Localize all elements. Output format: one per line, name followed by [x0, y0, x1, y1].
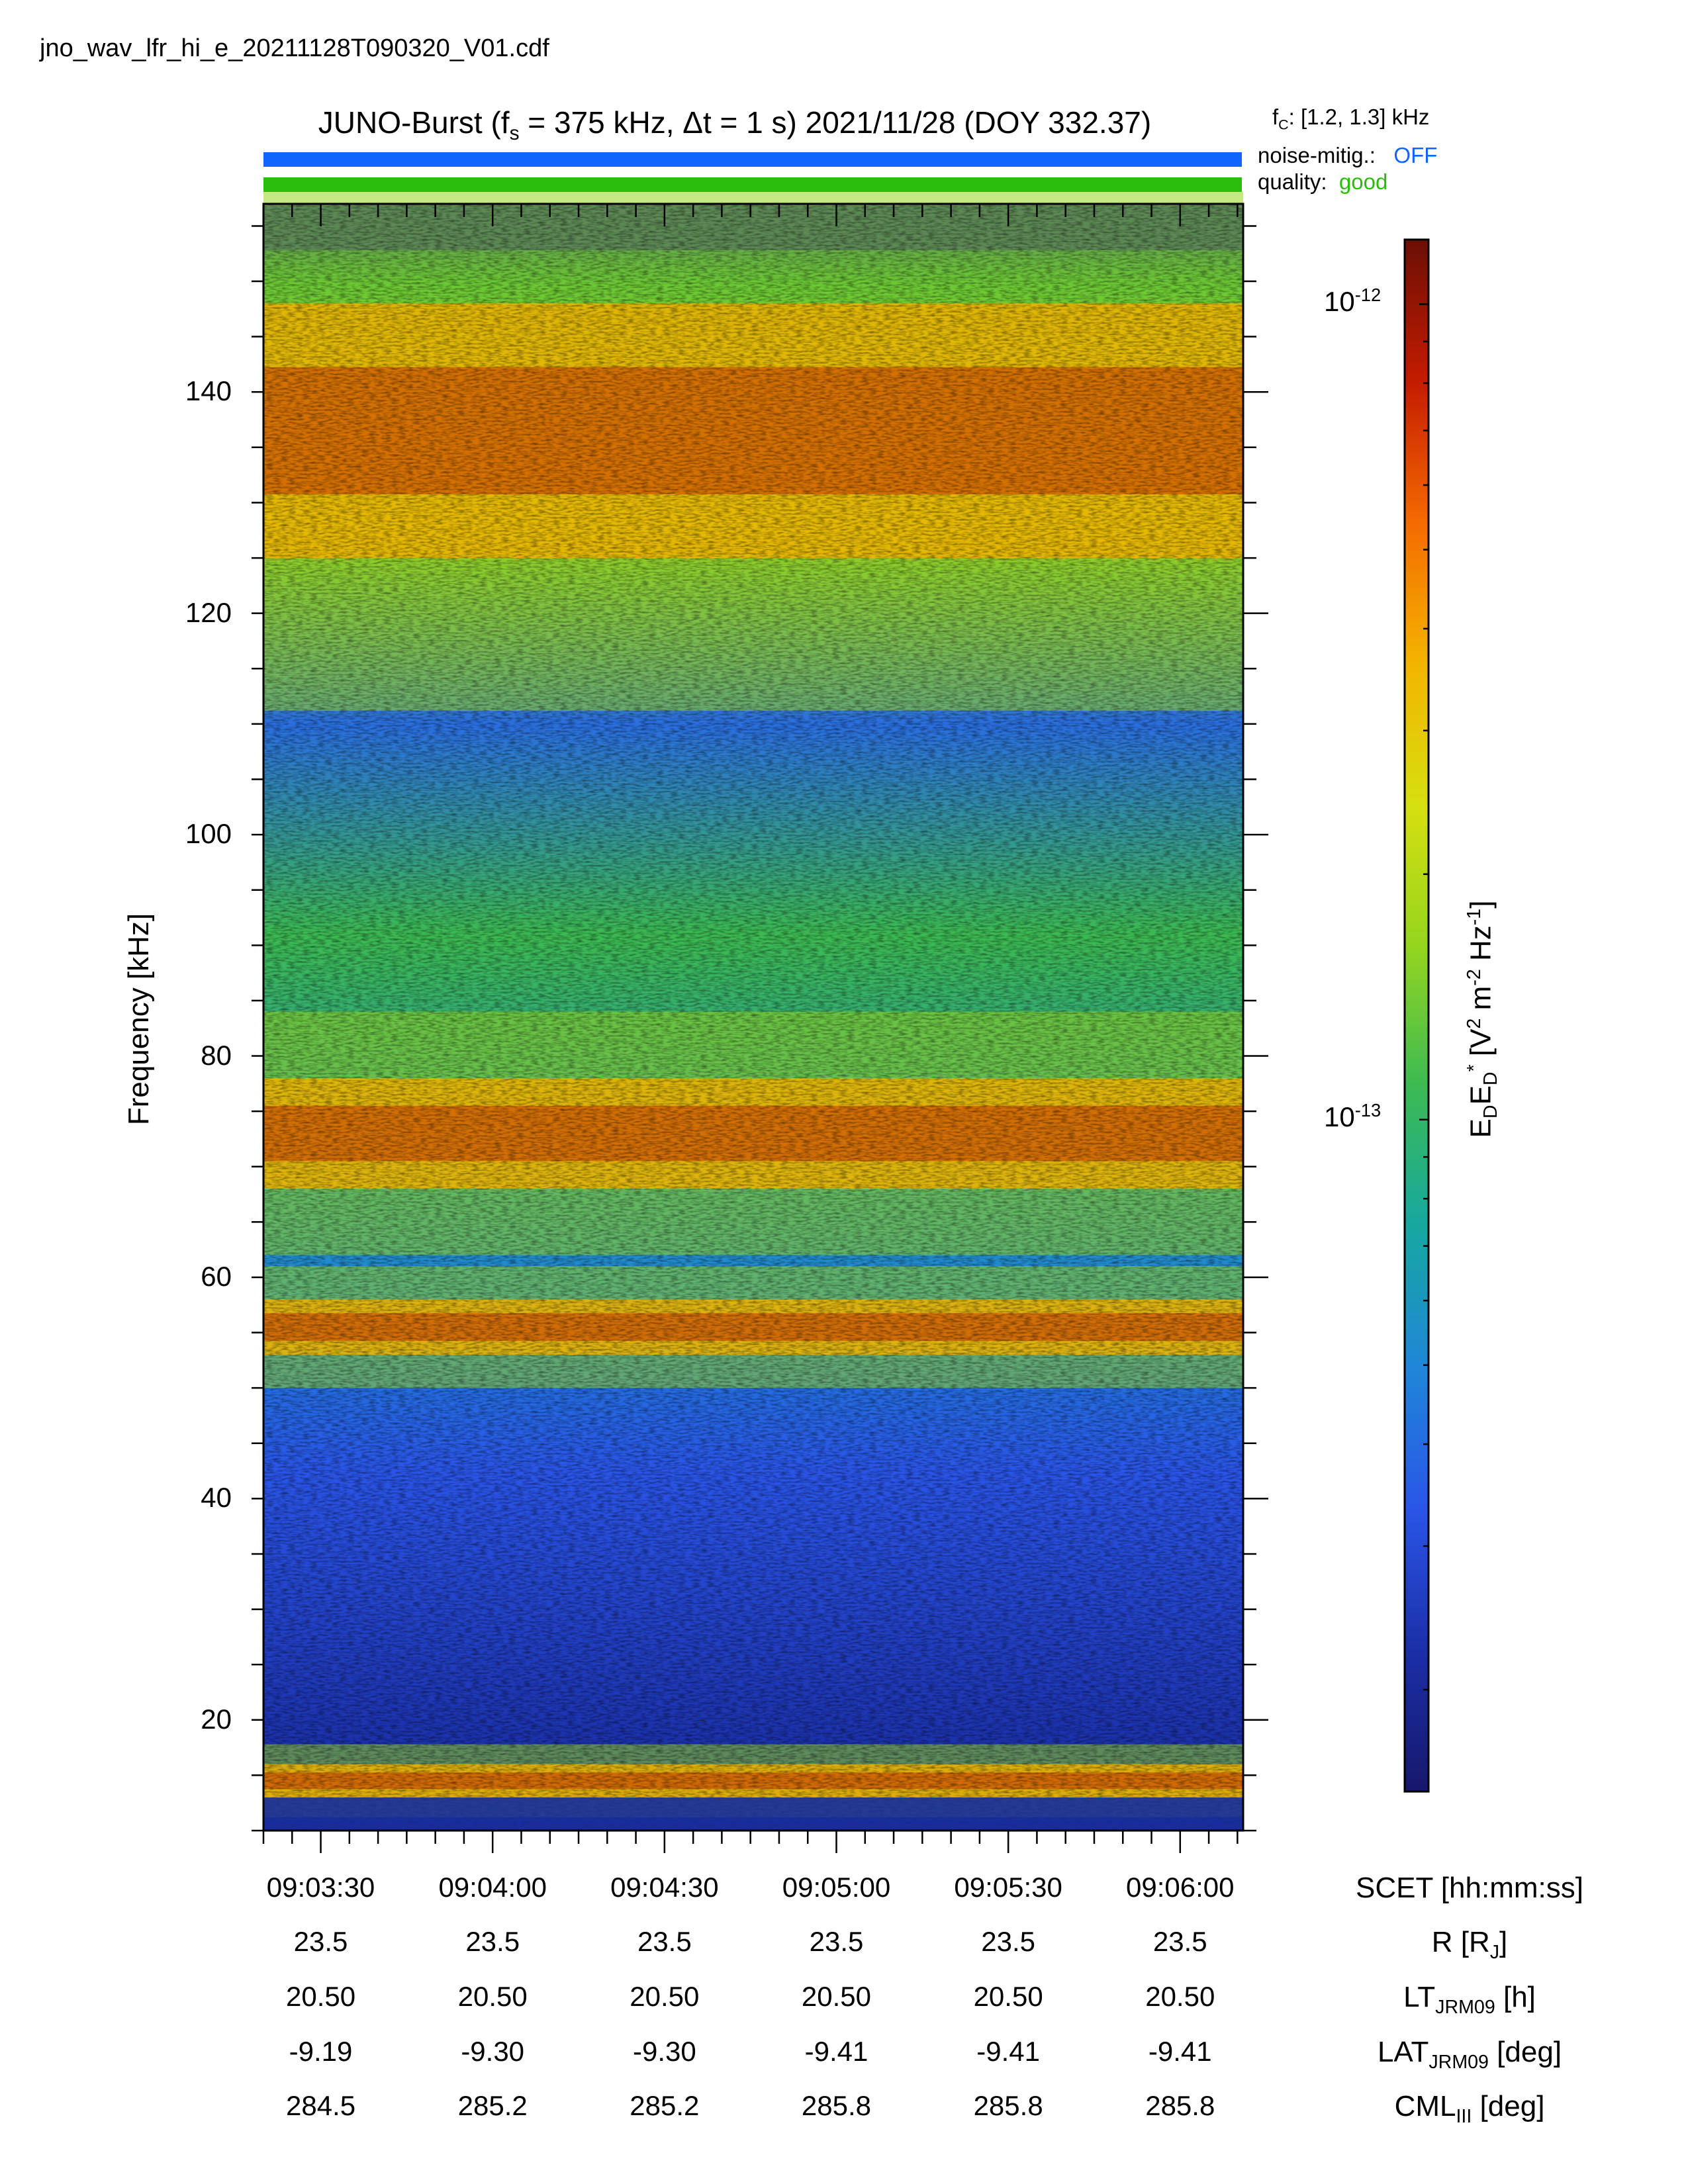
colorbar: [1403, 238, 1430, 1793]
y-tick-label: 140: [185, 375, 232, 407]
y-tick-label: 80: [201, 1039, 232, 1071]
ephemeris-row-label: CMLIII [deg]: [1394, 2090, 1545, 2127]
ephemeris-value: 20.50: [973, 1981, 1043, 2012]
chart-title: JUNO-Burst (fs = 375 kHz, Δt = 1 s) 2021…: [318, 105, 1152, 145]
ephemeris-value: -9.41: [804, 2036, 868, 2067]
fc-range-label: fC: [1.2, 1.3] kHz: [1272, 105, 1430, 133]
ephemeris-value: 285.8: [973, 2090, 1043, 2121]
ephemeris-row-label: LATJRM09 [deg]: [1377, 2036, 1562, 2073]
ephemeris-value: 23.5: [637, 1926, 692, 1957]
ephemeris-value: 23.5: [293, 1926, 348, 1957]
ephemeris-value: 284.5: [285, 2090, 356, 2121]
x-tick-label: 09:06:00: [1126, 1872, 1235, 1903]
ephemeris-value: 23.5: [981, 1926, 1036, 1957]
ephemeris-value: -9.30: [461, 2036, 525, 2067]
ephemeris-value: 285.2: [457, 2090, 528, 2121]
ephemeris-value: 285.8: [801, 2090, 872, 2121]
y-tick-label: 20: [201, 1703, 232, 1735]
x-tick-label: 09:05:00: [782, 1872, 891, 1903]
y-tick-label: 60: [201, 1260, 232, 1292]
x-tick-label: 09:04:30: [610, 1872, 719, 1903]
ephemeris-value: 20.50: [285, 1981, 356, 2012]
x-tick-label: 09:04:00: [438, 1872, 547, 1903]
colorbar-tick-label: 10-13: [1324, 1099, 1382, 1132]
x-tick-label: 09:03:30: [266, 1872, 375, 1903]
x-tick-label: 09:05:30: [954, 1872, 1062, 1903]
ephemeris-row-label: LTJRM09 [h]: [1403, 1981, 1536, 2018]
quality-status: quality: good: [1258, 169, 1388, 194]
quality-bar: [263, 177, 1242, 192]
ephemeris-row-label: SCET [hh:mm:ss]: [1356, 1872, 1583, 1904]
y-tick-label: 40: [201, 1482, 232, 1514]
ephemeris-value: -9.41: [1148, 2036, 1212, 2067]
spectrogram-bottom-edge: [263, 1797, 1243, 1831]
ephemeris-value: 20.50: [801, 1981, 872, 2012]
spectrogram-plot: [252, 192, 1268, 1853]
noise-mitig-status: noise-mitig.: OFF: [1258, 143, 1438, 167]
ephemeris-value: -9.30: [632, 2036, 696, 2067]
ephemeris-row-label: R [RJ]: [1431, 1926, 1508, 1963]
colorbar-tick-label: 10-12: [1324, 284, 1382, 317]
y-tick-label: 100: [185, 818, 232, 850]
file-name: jno_wav_lfr_hi_e_20211128T090320_V01.cdf: [40, 34, 549, 62]
ephemeris-value: 23.5: [465, 1926, 520, 1957]
y-tick-label: 120: [185, 596, 232, 628]
ephemeris-value: -9.19: [289, 2036, 353, 2067]
ephemeris-value: 285.8: [1145, 2090, 1215, 2121]
ephemeris-value: 23.5: [1152, 1926, 1207, 1957]
colorbar-label: EDED* [V2 m-2 Hz-1]: [1463, 900, 1502, 1138]
ephemeris-value: -9.41: [976, 2036, 1040, 2067]
ephemeris-value: 285.2: [630, 2090, 700, 2121]
y-axis-label: Frequency [kHz]: [122, 913, 155, 1126]
ephemeris-value: 20.50: [630, 1981, 700, 2012]
ephemeris-value: 20.50: [1145, 1981, 1215, 2012]
spectrogram-texture: [263, 204, 1243, 1831]
ephemeris-value: 23.5: [809, 1926, 864, 1957]
noise-mitigation-bar: [263, 152, 1242, 167]
plot-frame: [262, 203, 1244, 1832]
ephemeris-value: 20.50: [457, 1981, 528, 2012]
